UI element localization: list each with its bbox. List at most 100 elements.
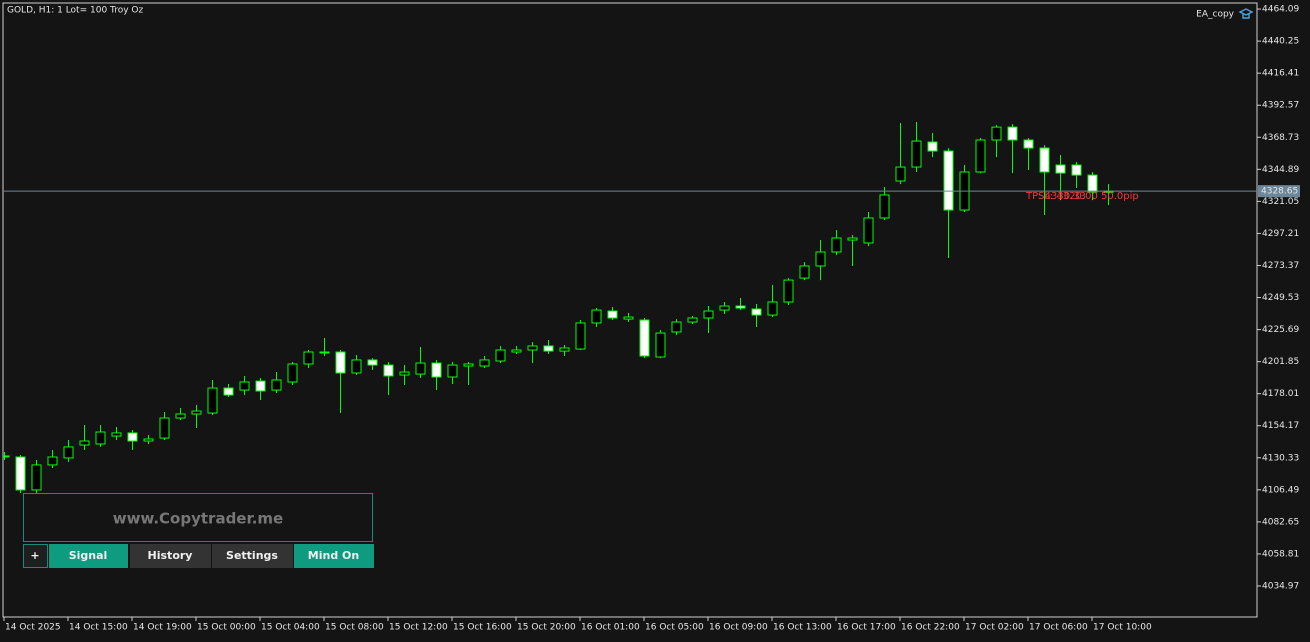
candle-body: [367, 359, 378, 366]
candle-body: [287, 363, 298, 383]
candle-body: [335, 351, 346, 374]
x-tick-label: 17 Oct 06:00: [1029, 623, 1088, 633]
candle-body: [95, 431, 106, 445]
candle-body: [1039, 147, 1050, 173]
candle-body: [271, 379, 282, 391]
candle-body: [303, 351, 314, 365]
panel-button[interactable]: [212, 544, 293, 568]
candle-body: [623, 316, 634, 320]
price-label: 4328.65: [1261, 187, 1298, 197]
x-tick-label: 14 Oct 15:00: [69, 623, 128, 633]
candle-body: [223, 387, 234, 396]
x-tick-label: 15 Oct 16:00: [453, 623, 512, 633]
x-tick-label: 16 Oct 22:00: [901, 623, 960, 633]
panel-button[interactable]: [23, 544, 48, 568]
trade-annotation: TP: 4330.33: [1025, 191, 1086, 202]
x-tick-label: 17 Oct 02:00: [965, 623, 1024, 633]
candle-body: [495, 349, 506, 362]
panel-button-label[interactable]: History: [148, 549, 193, 562]
panel-button-label[interactable]: +: [30, 549, 39, 562]
candle-body: [719, 305, 730, 311]
candle-body: [735, 305, 746, 309]
price-label-bg: [1258, 185, 1300, 198]
candle-body: [527, 345, 538, 351]
panel-button-label[interactable]: Signal: [69, 549, 108, 562]
candle-body: [639, 319, 650, 357]
candle-body: [847, 237, 858, 241]
panel-button-label[interactable]: Mind On: [308, 549, 359, 562]
candle-body: [399, 371, 410, 376]
x-tick-label: 15 Oct 00:00: [197, 623, 256, 633]
x-tick-label: 16 Oct 05:00: [645, 623, 704, 633]
y-tick-label: 4082.65: [1262, 517, 1299, 527]
candle-body: [671, 321, 682, 333]
y-tick-label: 4106.49: [1262, 485, 1299, 495]
panel-box: [23, 493, 373, 542]
y-tick-label: 4392.57: [1262, 101, 1299, 111]
x-tick-label: 16 Oct 17:00: [837, 623, 896, 633]
candle-body: [191, 410, 202, 415]
y-tick-label: 4273.37: [1262, 261, 1299, 271]
candle-body: [543, 345, 554, 352]
chart-title: GOLD, H1: 1 Lot= 100 Troy Oz: [7, 6, 143, 16]
candle-body: [79, 440, 90, 446]
panel-button[interactable]: [294, 544, 374, 568]
candle-body: [15, 456, 26, 491]
panel-button-label[interactable]: Settings: [226, 549, 278, 562]
candle-body: [511, 349, 522, 353]
y-tick-label: 4225.69: [1262, 325, 1299, 335]
indicator-label: EA_copy: [1196, 10, 1235, 20]
x-tick-label: 17 Oct 10:00: [1093, 623, 1152, 633]
x-tick-label: 16 Oct 01:00: [581, 623, 640, 633]
candle-body: [799, 265, 810, 279]
y-tick-label: 4344.89: [1262, 165, 1299, 175]
candle-body: [815, 251, 826, 267]
y-tick-label: 4440.25: [1262, 37, 1299, 47]
candle-body: [479, 359, 490, 367]
x-tick-label: 16 Oct 09:00: [709, 623, 768, 633]
candle-body: [47, 456, 58, 466]
candle-body: [1007, 126, 1018, 141]
candle-body: [927, 141, 938, 152]
candle-body: [431, 362, 442, 378]
y-tick-label: 4154.17: [1262, 421, 1299, 431]
candle-body: [559, 347, 570, 352]
y-tick-label: 4201.85: [1262, 357, 1299, 367]
candle-body: [207, 387, 218, 414]
candle-body: [1055, 164, 1066, 174]
candle-body: [879, 194, 890, 219]
y-tick-label: 4058.81: [1262, 549, 1299, 559]
candle-body: [1087, 174, 1098, 193]
x-tick-label: 15 Oct 08:00: [325, 623, 384, 633]
y-tick-label: 4034.97: [1262, 581, 1299, 591]
candle-body: [159, 417, 170, 439]
candle-body: [3, 455, 10, 458]
candle-body: [1071, 164, 1082, 176]
panel-button[interactable]: [49, 544, 128, 568]
candle-body: [351, 359, 362, 374]
y-tick-label: 4368.73: [1262, 133, 1299, 143]
panel-site: www.Copytrader.me: [113, 510, 284, 528]
indicator-icon: [1238, 8, 1254, 19]
candle-body: [591, 309, 602, 324]
panel-button[interactable]: [130, 544, 211, 568]
y-tick-label: 4130.33: [1262, 453, 1299, 463]
trade-annotation: SL: 4320.00 50.0pip: [1038, 191, 1139, 202]
candle-body: [991, 126, 1002, 141]
x-tick-label: 16 Oct 13:00: [773, 623, 832, 633]
candle-body: [863, 217, 874, 244]
candle-body: [703, 310, 714, 319]
y-tick-label: 4321.05: [1262, 197, 1299, 207]
candle-body: [31, 464, 42, 491]
y-tick-label: 4416.41: [1262, 69, 1299, 79]
candle-body: [319, 351, 330, 354]
candle-body: [767, 301, 778, 316]
y-tick-label: 4249.53: [1262, 293, 1299, 303]
candle-body: [255, 380, 266, 392]
x-tick-label: 14 Oct 2025: [5, 623, 61, 633]
candle-body: [575, 322, 586, 350]
candle-body: [895, 166, 906, 182]
candle-body: [239, 381, 250, 391]
candle-body: [943, 150, 954, 211]
